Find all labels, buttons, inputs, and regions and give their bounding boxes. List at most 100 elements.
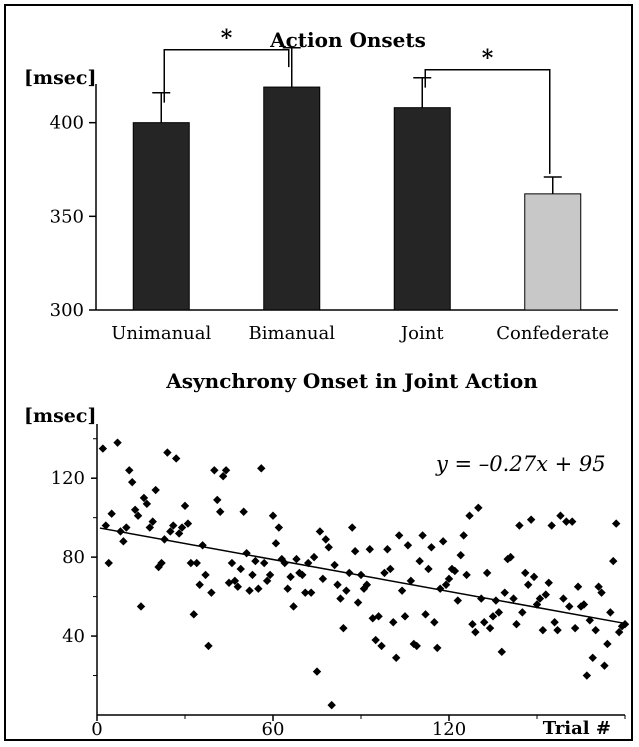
scatter-point: [509, 594, 518, 603]
bar-category-label: Joint: [399, 323, 444, 344]
scatter-point: [169, 521, 178, 530]
scatter-point: [145, 523, 154, 532]
scatter-point: [568, 517, 577, 526]
scatter-point: [591, 625, 600, 635]
scatter-point: [468, 620, 477, 629]
scatter-point: [248, 570, 257, 580]
scatter-point: [415, 556, 424, 566]
scatter-point: [482, 568, 492, 578]
scatter-point: [441, 580, 451, 589]
scatter-point: [230, 576, 240, 586]
scatter-point: [447, 564, 457, 574]
scatter-y-tick-label: 40: [62, 626, 85, 647]
scatter-point: [210, 466, 219, 475]
scatter-point: [459, 531, 468, 540]
scatter-point: [353, 598, 363, 607]
scatter-point: [389, 618, 398, 627]
regression-equation: y = –0.27x + 95: [435, 452, 606, 476]
scatter-point: [260, 558, 269, 568]
scatter-point: [207, 588, 216, 597]
scatter-point: [98, 444, 108, 453]
scatter-point: [406, 576, 416, 586]
scatter-point: [588, 653, 597, 662]
scatter-point: [251, 556, 260, 566]
significance-bracket: [424, 68, 551, 174]
scatter-point: [494, 608, 504, 617]
scatter-point: [119, 537, 128, 546]
bar-y-tick-label: 400: [50, 113, 84, 134]
scatter-point: [597, 588, 606, 597]
scatter-x-tick-label: 120: [432, 719, 466, 739]
scatter-point: [400, 612, 410, 621]
scatter-point: [321, 535, 330, 544]
bar: [524, 193, 582, 311]
scatter-point: [327, 700, 336, 710]
scatter-point: [471, 627, 480, 637]
scatter-point: [403, 541, 413, 550]
scatter-point: [462, 570, 471, 580]
scatter-point: [309, 552, 319, 562]
scatter-y-tick-label: 80: [62, 547, 85, 568]
scatter-point: [427, 543, 436, 552]
scatter-point: [603, 639, 612, 649]
bar-chart-ylabel: [msec]: [24, 67, 96, 89]
scatter-point: [289, 602, 298, 611]
bar: [132, 122, 190, 311]
scatter-point: [480, 618, 489, 627]
scatter-point: [488, 612, 498, 621]
scatter-point: [614, 627, 624, 637]
scatter-chart: Asynchrony Onset in Joint Action [msec] …: [24, 369, 630, 739]
scatter-point: [318, 574, 328, 584]
scatter-point: [301, 588, 310, 597]
scatter-point: [239, 507, 248, 516]
scatter-point: [553, 625, 562, 635]
scatter-point: [562, 517, 571, 526]
scatter-chart-title: Asynchrony Onset in Joint Action: [165, 369, 538, 393]
scatter-point: [342, 586, 351, 595]
scatter-point: [192, 558, 201, 568]
scatter-point: [386, 564, 395, 574]
scatter-point: [157, 558, 166, 568]
scatter-point: [245, 586, 254, 595]
scatter-point: [213, 495, 222, 505]
bar-y-ticks: 300 350 400: [50, 113, 96, 321]
scatter-x-tick-label: 0: [91, 719, 102, 739]
scatter-point: [594, 582, 603, 591]
significance-star: *: [221, 26, 233, 52]
scatter-point: [526, 515, 536, 524]
scatter-point: [163, 448, 172, 457]
scatter-x-tick-label: 60: [262, 719, 285, 739]
scatter-point: [503, 554, 512, 564]
scatter-y-ticks: 40 80 120: [51, 438, 97, 677]
scatter-point: [189, 610, 198, 619]
bar: [393, 107, 451, 311]
scatter-point: [474, 503, 483, 512]
scatter-point: [377, 641, 386, 651]
scatter-point: [582, 671, 592, 680]
scatter-point: [374, 612, 383, 621]
scatter-point: [362, 580, 372, 589]
scatter-point: [430, 618, 439, 627]
scatter-point: [541, 590, 550, 599]
scatter-point: [535, 594, 545, 603]
scatter-point: [609, 556, 618, 566]
scatter-point: [456, 550, 465, 560]
scatter-point: [397, 586, 407, 595]
scatter-point: [133, 511, 143, 520]
scatter-point: [453, 596, 462, 605]
scatter-point: [380, 568, 389, 578]
scatter-point: [424, 564, 433, 574]
significance-brackets: **: [163, 26, 551, 174]
bar-category-label: Unimanual: [111, 323, 211, 344]
scatter-point: [227, 558, 237, 568]
regression-line: [99, 527, 626, 625]
scatter-y-tick-label: 120: [51, 468, 85, 489]
scatter-point: [521, 568, 530, 578]
scatter-point: [104, 558, 113, 568]
scatter-point: [512, 620, 521, 629]
scatter-point: [450, 566, 460, 576]
scatter-point: [333, 580, 342, 589]
scatter-point: [392, 653, 401, 662]
scatter-point: [265, 570, 275, 580]
